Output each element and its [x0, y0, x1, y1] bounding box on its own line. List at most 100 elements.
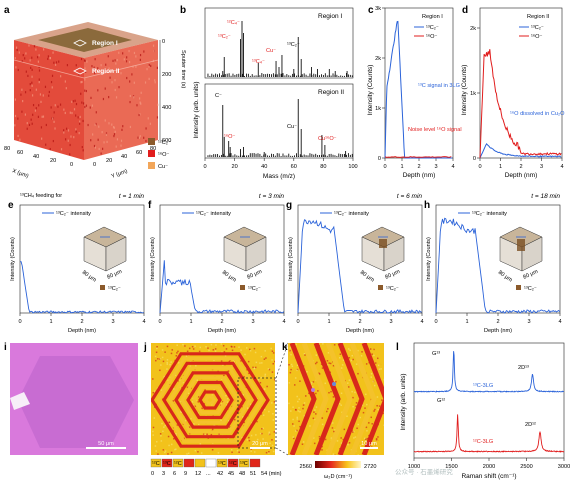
noise-dot	[188, 347, 191, 350]
time-legend-number: 48	[239, 471, 245, 477]
species-label: ¹³C₂⁻	[524, 286, 537, 292]
speckle	[69, 111, 71, 114]
noise-dot	[152, 430, 154, 433]
y-tick: 40	[121, 154, 127, 160]
noise-dot	[351, 354, 354, 357]
noise-dot	[370, 376, 373, 378]
noise-dot	[271, 439, 273, 441]
speckle	[65, 87, 67, 90]
species-label: ¹³C₂⁻	[248, 286, 261, 292]
noise-dot	[334, 429, 336, 431]
speckle	[105, 132, 108, 135]
b-annot: Cu⁻	[266, 48, 276, 54]
d-xlabel: Depth (nm)	[505, 172, 538, 179]
noise-dot	[236, 449, 239, 452]
c-note1: ¹³C signal in 3LG	[418, 83, 460, 89]
noise-dot	[364, 407, 366, 409]
speckle	[118, 51, 120, 54]
speckle	[93, 66, 95, 69]
speckle	[143, 50, 145, 53]
ts-xtick: 0	[296, 319, 299, 325]
speckle	[92, 133, 94, 136]
noise-dot	[186, 350, 189, 353]
noise-dot	[175, 355, 178, 357]
noise-dot	[331, 422, 334, 424]
speckle	[64, 111, 66, 115]
noise-dot	[302, 441, 305, 443]
noise-dot	[194, 449, 197, 452]
speckle	[84, 59, 86, 62]
noise-dot	[187, 452, 190, 455]
speckle	[98, 147, 100, 151]
speckle	[75, 114, 77, 117]
panel-b: b Intensity (arb. units) Region I Region…	[180, 5, 358, 180]
noise-dot	[348, 442, 351, 444]
inset-axis-label: 80 μm	[81, 270, 98, 284]
c-y-ticks: 0 1k 2k 3k	[375, 6, 385, 162]
noise-dot	[273, 431, 275, 433]
noise-dot	[312, 417, 315, 420]
speckle	[145, 139, 147, 143]
species-swatch	[240, 285, 245, 290]
noise-dot	[272, 352, 275, 354]
noise-dot	[338, 403, 341, 405]
noise-dot	[352, 405, 354, 408]
noise-dot	[312, 381, 315, 383]
speckle	[78, 131, 80, 135]
time-legend-number: 42	[217, 471, 223, 477]
speckle	[32, 103, 35, 107]
noise-dot	[327, 352, 330, 354]
speckle	[28, 123, 31, 127]
noise-dot	[246, 439, 249, 441]
panel-label-j: j	[143, 342, 147, 353]
speckle	[69, 153, 71, 156]
speckle	[139, 101, 141, 104]
ts-xtick: 3	[111, 319, 114, 325]
noise-dot	[176, 424, 179, 426]
noise-dot	[314, 409, 316, 411]
legend-swatch	[148, 162, 155, 169]
speckle	[31, 68, 33, 71]
noise-dot	[314, 362, 317, 365]
noise-dot	[241, 436, 243, 439]
noise-dot	[298, 420, 300, 423]
inset-cube-right	[245, 236, 267, 272]
noise-dot	[320, 363, 323, 366]
noise-dot	[156, 347, 158, 350]
noise-dot	[272, 450, 275, 453]
noise-dot	[296, 364, 299, 367]
b-xtick: 80	[320, 164, 326, 170]
speckle	[121, 128, 123, 131]
b-xtick: 40	[261, 164, 267, 170]
noise-dot	[255, 361, 258, 364]
speckle	[156, 116, 159, 119]
noise-dot	[382, 412, 384, 415]
noise-dot	[289, 350, 291, 352]
time-legend-cell	[249, 458, 261, 468]
speckle	[74, 99, 76, 102]
noise-dot	[225, 395, 227, 397]
panel-c: c Intensity (Counts) 0 1k 2k 3k 0 1 2 3 4 Regio…	[367, 5, 462, 179]
speckle	[100, 64, 102, 67]
noise-dot	[347, 348, 350, 350]
speckle	[32, 113, 34, 116]
z-tick: 0	[162, 39, 165, 45]
noise-dot	[294, 377, 297, 379]
noise-dot	[299, 410, 301, 413]
noise-dot	[260, 355, 263, 358]
noise-dot	[246, 407, 249, 409]
noise-dot	[182, 381, 184, 384]
noise-dot	[220, 403, 223, 405]
noise-dot	[262, 438, 264, 440]
noise-dot	[359, 445, 362, 447]
noise-dot	[210, 343, 213, 346]
noise-dot	[248, 439, 251, 442]
noise-dot	[363, 437, 366, 440]
y-tick: 3k	[375, 6, 381, 12]
speckle	[139, 58, 141, 61]
speckle	[143, 136, 145, 139]
noise-dot	[355, 363, 358, 365]
noise-dot	[175, 434, 177, 436]
noise-dot	[321, 417, 324, 419]
speckle	[146, 68, 148, 71]
